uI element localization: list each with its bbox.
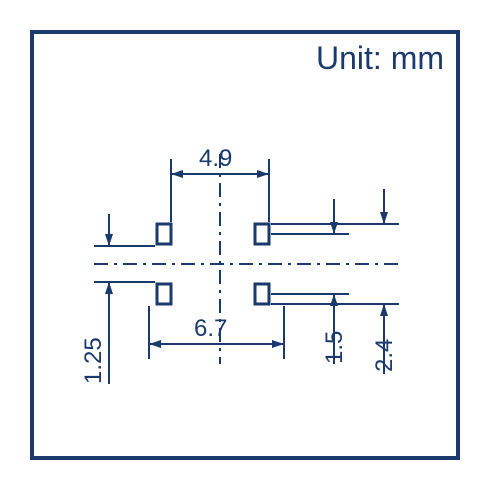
pad-bottom-left: [157, 284, 171, 304]
pad-bottom-right: [255, 284, 269, 304]
dim-bottom-width: 6.7: [194, 315, 227, 342]
dim-left-height: 1.25: [80, 337, 107, 384]
dim-right-inner: 1.5: [321, 331, 348, 364]
pad-top-right: [255, 224, 269, 244]
dimension-drawing: 4.9 6.7 1.5 2.4 1.25: [34, 34, 456, 456]
pad-top-left: [157, 224, 171, 244]
dim-top-width: 4.9: [199, 145, 232, 172]
diagram-frame: Unit: mm 4.9 6.7: [30, 30, 460, 460]
dim-right-outer: 2.4: [371, 339, 398, 372]
